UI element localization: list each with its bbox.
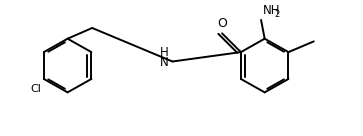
Text: H: H: [160, 46, 169, 59]
Text: 2: 2: [275, 10, 280, 19]
Text: Cl: Cl: [30, 84, 41, 94]
Text: O: O: [217, 17, 227, 30]
Text: NH: NH: [263, 4, 280, 17]
Text: N: N: [160, 56, 169, 69]
